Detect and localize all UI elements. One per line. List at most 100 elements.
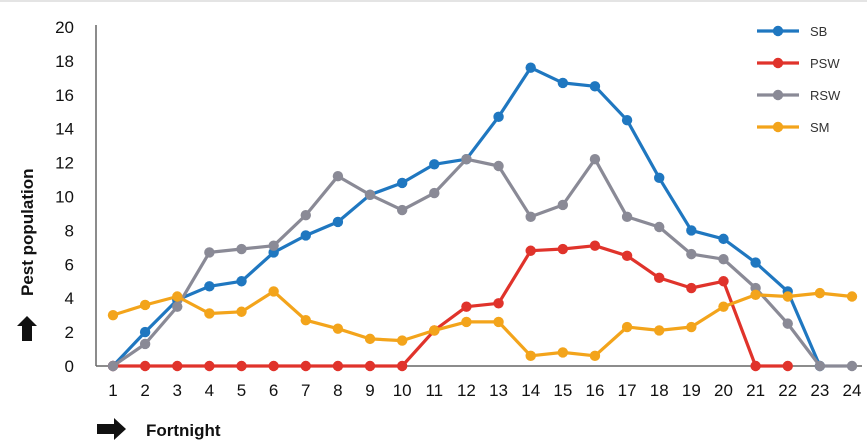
y-tick-label: 4 xyxy=(65,289,74,308)
data-point-psw xyxy=(589,240,601,251)
data-point-psw xyxy=(557,243,569,255)
x-tick-label: 13 xyxy=(489,381,508,400)
y-tick-label: 16 xyxy=(55,86,74,105)
legend-item-sm: SM xyxy=(757,120,830,135)
data-point-rsw xyxy=(429,187,440,199)
data-point-sb xyxy=(654,172,665,184)
data-point-sm xyxy=(461,316,472,328)
y-axis-arrow-icon xyxy=(17,316,37,341)
data-point-rsw xyxy=(332,170,344,182)
data-point-rsw xyxy=(461,154,472,165)
data-point-sm xyxy=(750,289,761,301)
x-tick-label: 15 xyxy=(553,381,572,400)
data-point-sm xyxy=(557,347,569,358)
legend-label: SM xyxy=(810,120,830,135)
data-point-sb xyxy=(525,62,536,73)
data-point-sb xyxy=(204,281,215,292)
legend-item-psw: PSW xyxy=(757,56,840,71)
data-point-sm xyxy=(204,308,215,319)
data-point-rsw xyxy=(300,209,311,221)
legend-swatch-marker xyxy=(772,89,784,101)
x-axis-title-group: Fortnight xyxy=(97,418,221,440)
series-rsw xyxy=(107,154,858,372)
y-axis-title: Pest population xyxy=(18,169,37,297)
data-point-rsw xyxy=(396,204,408,216)
data-point-psw xyxy=(300,360,311,372)
x-tick-label: 20 xyxy=(714,381,733,400)
data-point-rsw xyxy=(846,360,858,372)
x-tick-label: 2 xyxy=(140,381,149,400)
legend-label: SB xyxy=(810,24,827,39)
data-point-sm xyxy=(139,299,151,311)
x-tick-label: 21 xyxy=(746,381,765,400)
data-point-psw xyxy=(172,360,183,372)
data-point-sm xyxy=(107,309,119,321)
series-sm xyxy=(107,286,858,362)
x-tick-label: 9 xyxy=(365,381,374,400)
legend-swatch-marker xyxy=(772,57,784,69)
data-point-psw xyxy=(204,360,215,372)
data-point-rsw xyxy=(364,189,376,201)
data-point-sm xyxy=(332,323,344,334)
legend: SB PSW RSW SM xyxy=(757,24,841,135)
data-point-rsw xyxy=(204,247,215,258)
data-point-psw xyxy=(396,360,408,372)
data-point-sm xyxy=(846,291,858,302)
data-point-rsw xyxy=(654,221,665,233)
data-point-sb xyxy=(493,111,504,123)
data-point-sm xyxy=(236,306,247,317)
data-point-sm xyxy=(621,321,633,333)
data-point-rsw xyxy=(814,360,826,372)
data-point-rsw xyxy=(172,301,183,312)
x-tick-label: 5 xyxy=(237,381,246,400)
data-point-rsw xyxy=(525,211,536,223)
data-point-psw xyxy=(332,360,344,372)
data-point-sb xyxy=(300,230,311,241)
data-point-psw xyxy=(686,282,697,294)
x-tick-label: 24 xyxy=(843,381,862,400)
data-point-sm xyxy=(782,291,793,302)
y-tick-label: 12 xyxy=(55,154,74,173)
data-point-sm xyxy=(814,287,826,299)
data-point-psw xyxy=(268,360,279,372)
data-point-sm xyxy=(654,325,665,336)
y-tick-label: 20 xyxy=(55,18,74,37)
series-layer xyxy=(107,62,858,372)
series-line-sm xyxy=(111,289,854,358)
data-point-sm xyxy=(718,301,729,312)
data-point-psw xyxy=(139,360,151,372)
data-point-sm xyxy=(429,325,440,336)
data-point-sb xyxy=(139,326,151,338)
legend-item-rsw: RSW xyxy=(757,88,841,103)
data-point-rsw xyxy=(236,243,247,255)
x-tick-label: 22 xyxy=(778,381,797,400)
data-point-sm xyxy=(268,286,279,297)
data-point-sm xyxy=(396,335,408,346)
data-point-sb xyxy=(750,257,761,268)
data-point-rsw xyxy=(557,199,569,211)
x-tick-label: 3 xyxy=(173,381,182,400)
data-point-sb xyxy=(686,225,697,236)
data-point-rsw xyxy=(621,211,633,223)
y-tick-labels: 0 2 4 6 8 10 12 14 16 18 20 xyxy=(55,18,74,376)
data-point-sm xyxy=(589,350,601,362)
x-tick-label: 19 xyxy=(682,381,701,400)
data-point-sb xyxy=(589,81,601,92)
x-tick-label: 18 xyxy=(650,381,669,400)
x-tick-label: 11 xyxy=(425,381,443,400)
y-tick-label: 14 xyxy=(55,120,74,139)
x-tick-labels: 1 2 3 4 5 6 7 8 9 10 11 12 13 14 15 16 17 18 19 20 21 22 23 24 xyxy=(108,381,861,400)
y-tick-label: 0 xyxy=(65,357,74,376)
x-tick-label: 17 xyxy=(618,381,637,400)
data-point-sb xyxy=(718,233,729,245)
y-tick-label: 6 xyxy=(65,255,74,274)
data-point-psw xyxy=(525,245,536,256)
x-tick-label: 6 xyxy=(269,381,278,400)
data-point-psw xyxy=(750,360,761,372)
data-point-sm xyxy=(300,315,311,326)
data-point-rsw xyxy=(268,240,279,251)
series-psw xyxy=(107,240,793,372)
x-tick-label: 8 xyxy=(333,381,342,400)
data-point-sb xyxy=(396,177,408,189)
data-point-sm xyxy=(493,316,504,328)
